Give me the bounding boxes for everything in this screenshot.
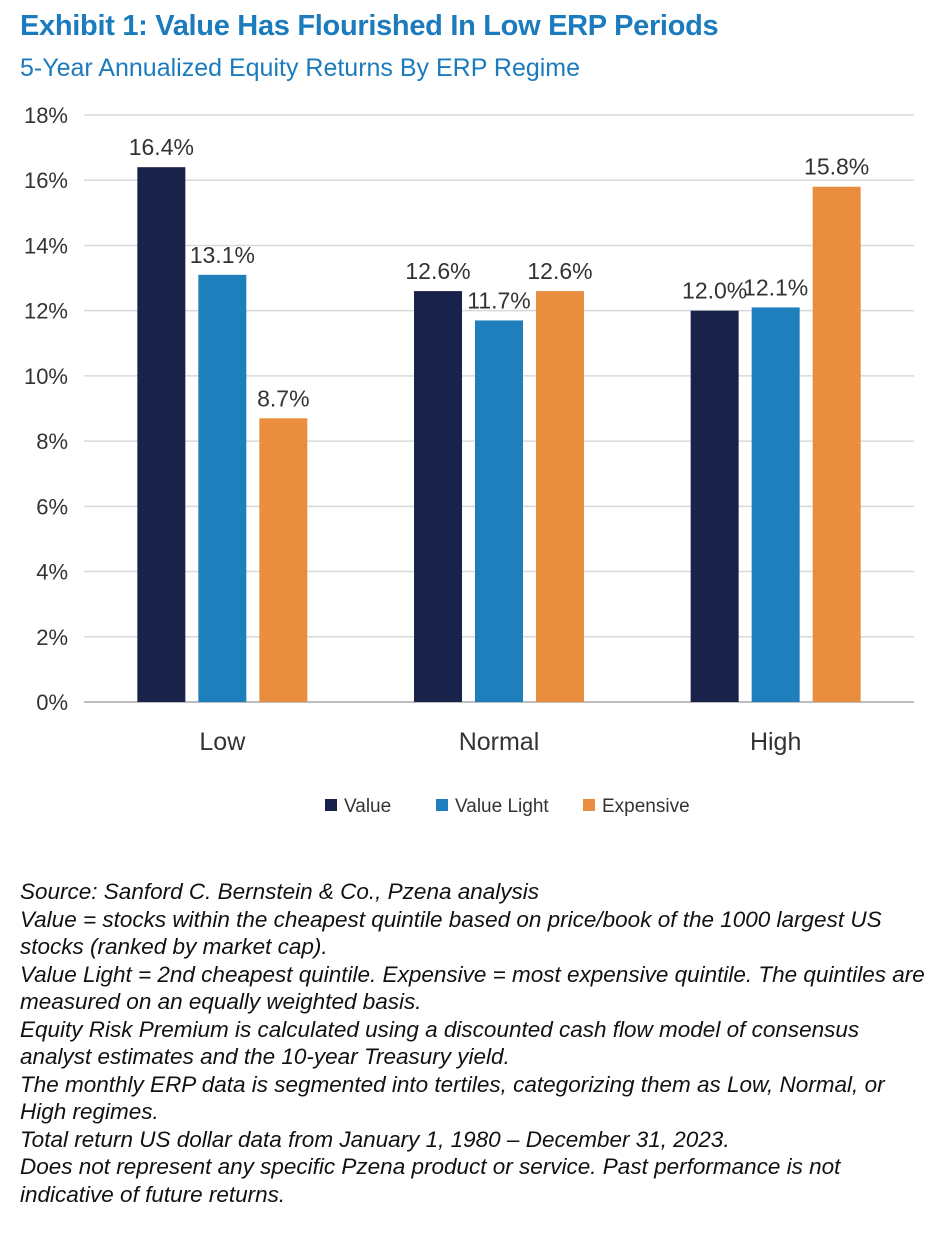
data-label: 16.4% [129, 134, 194, 160]
note-source: Source: Sanford C. Bernstein & Co., Pzen… [20, 879, 540, 904]
legend-swatch-value [325, 799, 337, 811]
x-tick-label: Normal [459, 728, 540, 756]
y-tick-label: 6% [36, 494, 68, 519]
y-axis: 0% 2% 4% 6% 8% 10% 12% 14% 16% 18% [24, 103, 68, 715]
note-erp-method: Equity Risk Premium is calculated using … [20, 1016, 860, 1070]
bar-normal-value [414, 291, 462, 702]
bar-chart: 0% 2% 4% 6% 8% 10% 12% 14% 16% 18% 16.4% 13.1% 8.7%… [24, 103, 914, 817]
y-tick-label: 2% [36, 625, 68, 650]
y-tick-label: 16% [24, 168, 68, 193]
legend-label-value-light: Value Light [455, 796, 549, 817]
y-tick-label: 14% [24, 233, 68, 258]
note-value-definition: Value = stocks within the cheapest quint… [20, 906, 882, 960]
y-tick-label: 10% [24, 364, 68, 389]
data-label: 12.1% [743, 274, 808, 300]
bar-normal-value-light [475, 320, 523, 702]
bar-low-expensive [259, 418, 308, 702]
bar-high-expensive [812, 186, 861, 702]
legend-label-value: Value [344, 796, 391, 817]
data-label: 12.6% [527, 258, 592, 284]
legend: Value Value Light Expensive [325, 796, 690, 817]
bar-high-value-light [751, 307, 800, 702]
bar-high-value [690, 310, 739, 702]
data-label: 15.8% [804, 154, 869, 180]
note-date-range: Total return US dollar data from January… [20, 1126, 730, 1152]
legend-label-expensive: Expensive [602, 796, 690, 817]
data-labels: 16.4% 13.1% 8.7% 12.6% 11.7% 12.6% 12.0%12.1% 1… [129, 134, 870, 411]
y-tick-label: 12% [24, 299, 68, 324]
chart-title: Exhibit 1: Value Has Flourished In Low E… [20, 10, 719, 42]
legend-swatch-expensive [583, 799, 595, 811]
data-label: 12.6% [405, 258, 470, 284]
bar-normal-expensive [536, 291, 584, 702]
note-quintiles: Value Light = 2nd cheapest quintile. Exp… [20, 961, 925, 1015]
note-tertiles: The monthly ERP data is segmented into t… [20, 1071, 885, 1125]
x-tick-label: High [750, 728, 801, 756]
y-tick-label: 4% [36, 560, 68, 585]
data-label: 12.0% [682, 278, 747, 304]
footnotes: Source: Sanford C. Bernstein & Co., Pzen… [20, 878, 935, 1208]
data-label: 13.1% [190, 242, 255, 268]
note-disclaimer: Does not represent any specific Pzena pr… [20, 1154, 841, 1207]
bar-low-value [137, 167, 186, 702]
y-tick-label: 18% [24, 103, 68, 128]
y-tick-label: 8% [36, 429, 68, 454]
x-tick-label: Low [199, 728, 246, 756]
chart-subtitle: 5-Year Annualized Equity Returns By ERP … [20, 54, 581, 82]
bars [137, 167, 861, 702]
bar-low-value-light [198, 274, 247, 702]
data-label: 11.7% [467, 287, 531, 313]
x-axis: Low Normal High [199, 728, 801, 756]
data-label: 8.7% [257, 385, 309, 411]
y-tick-label: 0% [36, 690, 68, 715]
legend-swatch-value-light [436, 799, 448, 811]
